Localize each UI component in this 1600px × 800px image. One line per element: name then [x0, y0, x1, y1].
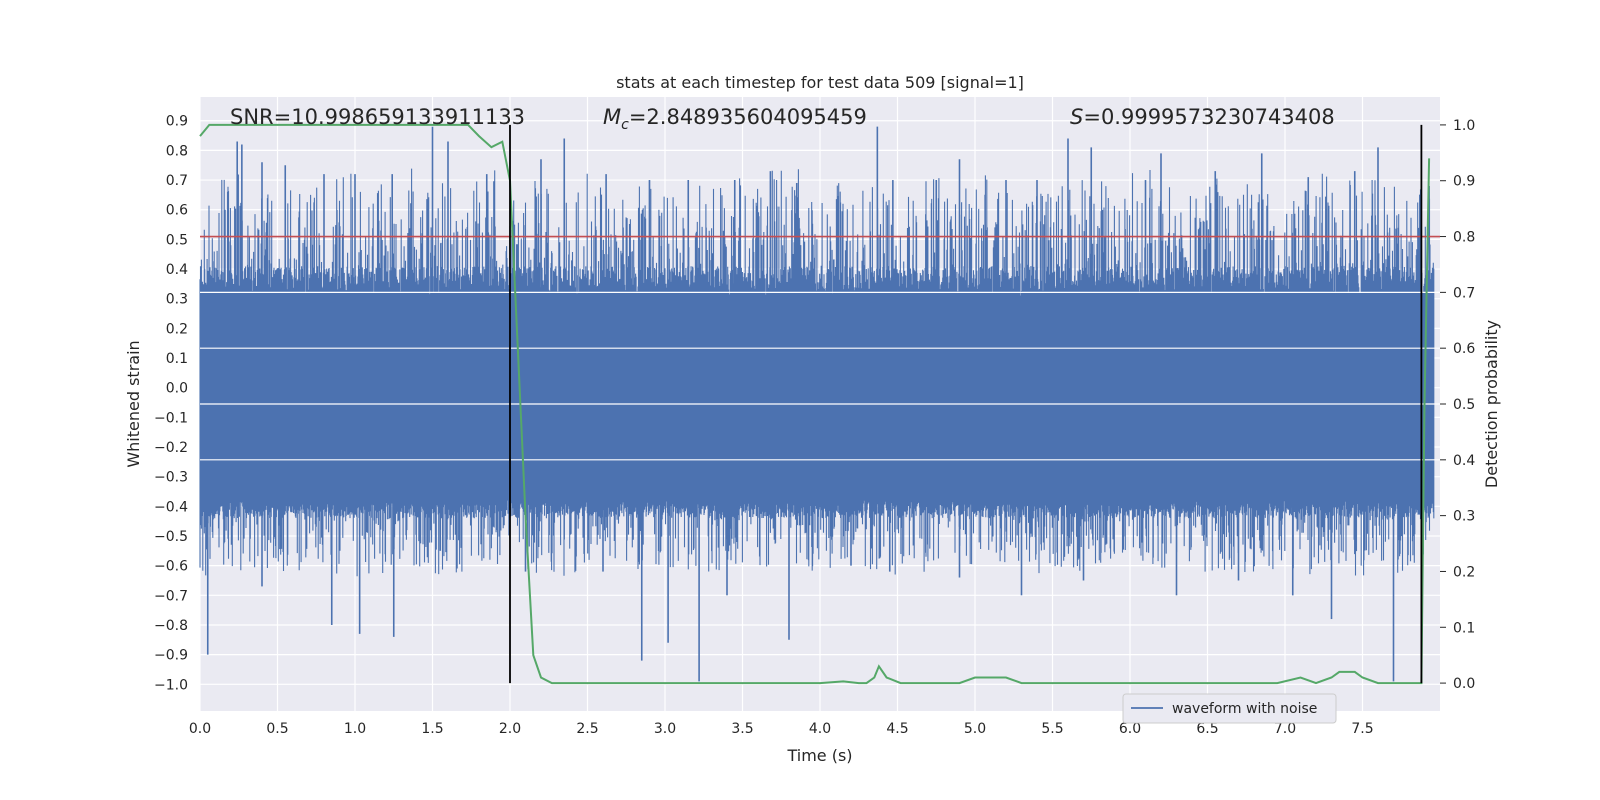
legend: waveform with noise: [1122, 693, 1337, 724]
y-right-tick-label: 0.5: [1453, 397, 1475, 413]
x-tick-label: 2.0: [499, 721, 521, 737]
y-tick-label: 0.3: [166, 292, 188, 308]
x-tick-label: 4.5: [886, 721, 908, 737]
chirp-mass-subscript: c: [621, 117, 629, 133]
y-tick-label: 0.6: [166, 203, 188, 219]
x-tick-label: 6.5: [1196, 721, 1218, 737]
chirp-mass-symbol: M: [603, 105, 621, 129]
x-tick-label: 3.0: [654, 721, 676, 737]
chart-title: stats at each timestep for test data 509…: [616, 73, 1024, 92]
x-tick-label: 3.5: [731, 721, 753, 737]
waveform-trace: [199, 168, 1435, 577]
detection-probability-line: [199, 123, 1431, 685]
waveform-series: [199, 126, 1440, 682]
y-tick-label: −0.6: [154, 559, 188, 575]
x-tick-label: 7.5: [1351, 721, 1373, 737]
y-right-tick-label: 0.4: [1453, 453, 1475, 469]
y-tick-label: 0.1: [166, 351, 188, 367]
y-tick-label: −0.2: [154, 440, 188, 456]
x-tick-labels: 0.0 0.5 1.0 1.5 2.0 2.5 3.0 3.5 4.0 4.5 5.0 5.5 6.0 6…: [189, 721, 1374, 737]
y-right-tick-label: 0.6: [1453, 341, 1475, 357]
y-right-axis-label: Detection probability: [1482, 320, 1501, 488]
y-tick-label: 0.9: [166, 114, 188, 130]
y-tick-label: 0.7: [166, 173, 188, 189]
score-value: =0.9999573230743408: [1083, 105, 1334, 129]
y-tick-label: −0.5: [154, 529, 188, 545]
y-right-tick-labels: 1.0 0.9 0.8 0.7 0.6 0.5 0.4 0.3 0.2 0.1 0.0: [1440, 118, 1475, 692]
x-tick-label: 1.5: [421, 721, 443, 737]
y-right-tick-label: 0.3: [1453, 509, 1475, 525]
y-right-tick-label: 0.1: [1453, 620, 1475, 636]
y-tick-label: 0.8: [166, 143, 188, 159]
x-tick-label: 4.0: [809, 721, 831, 737]
y-tick-label: 0.2: [166, 321, 188, 337]
y-tick-label: −0.8: [154, 618, 188, 634]
y-right-tick-label: 0.9: [1453, 174, 1475, 190]
y-tick-label: −0.4: [154, 499, 188, 515]
y-tick-label: −1.0: [154, 677, 188, 693]
x-tick-label: 1.0: [344, 721, 366, 737]
y-tick-labels: 0.9 0.8 0.7 0.6 0.5 0.4 0.3 0.2 0.1 0.0 −0.1 −0.2 −0…: [154, 114, 188, 694]
x-tick-label: 5.5: [1041, 721, 1063, 737]
y-tick-label: −0.3: [154, 470, 188, 486]
x-tick-label: 2.5: [576, 721, 598, 737]
y-right-tick-label: 0.7: [1453, 285, 1475, 301]
chirp-mass-value: =2.848935604095459: [629, 105, 867, 129]
score-annotation: S=0.9999573230743408: [1070, 105, 1335, 129]
y-tick-label: −0.9: [154, 648, 188, 664]
y-tick-label: 0.4: [166, 262, 188, 278]
x-tick-label: 0.0: [189, 721, 211, 737]
y-right-tick-label: 0.2: [1453, 564, 1475, 580]
x-tick-label: 5.0: [964, 721, 986, 737]
x-tick-label: 6.0: [1119, 721, 1141, 737]
y-tick-label: −0.1: [154, 410, 188, 426]
y-tick-label: 0.5: [166, 232, 188, 248]
legend-box: [1122, 693, 1337, 724]
chirp-mass-annotation: Mc=2.848935604095459: [603, 105, 867, 133]
y-tick-label: −0.7: [154, 588, 188, 604]
vline-layer: [509, 124, 1423, 684]
y-tick-label: 0.0: [166, 381, 188, 397]
y-right-tick-label: 0.8: [1453, 230, 1475, 246]
y-axis-label: Whitened strain: [124, 340, 143, 467]
score-symbol: S: [1070, 105, 1083, 129]
snr-annotation: SNR=10.998659133911133: [230, 105, 525, 129]
probability-layer: [199, 123, 1431, 685]
y-right-tick-label: 0.0: [1453, 676, 1475, 692]
x-tick-label: 0.5: [266, 721, 288, 737]
y-right-tick-label: 1.0: [1453, 118, 1475, 134]
x-tick-label: 7.0: [1274, 721, 1296, 737]
x-axis-label: Time (s): [786, 746, 852, 765]
legend-label-waveform: waveform with noise: [1172, 701, 1317, 717]
